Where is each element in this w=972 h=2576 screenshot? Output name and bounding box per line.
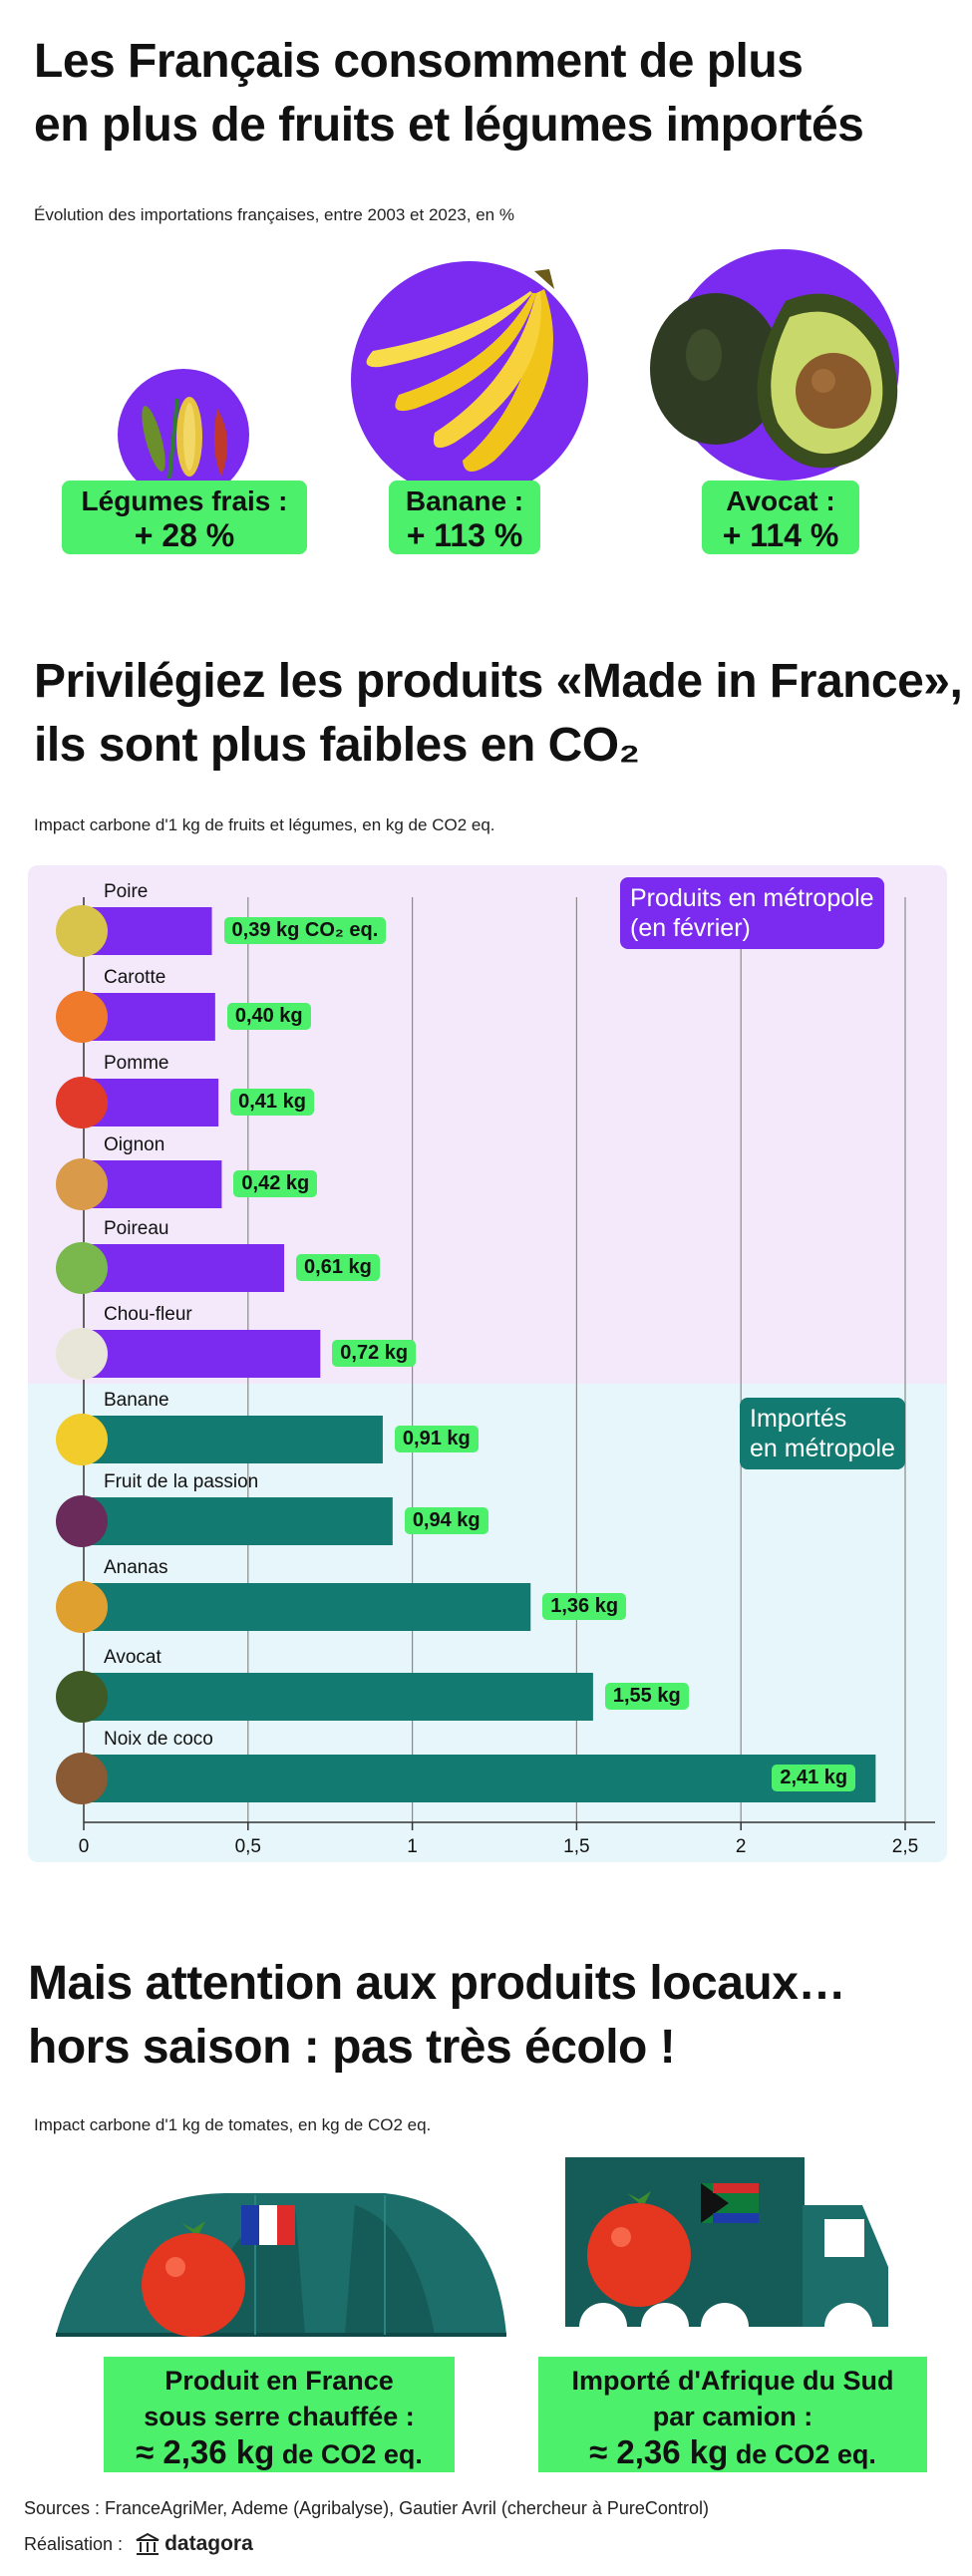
- banana-icon: [366, 269, 554, 472]
- datagora-logo-icon: [136, 2532, 160, 2555]
- stat-legumes: Légumes frais : + 28 %: [62, 481, 307, 554]
- section3-title: Mais attention aux produits locaux… hors…: [28, 1957, 845, 2074]
- category-label: Avocat: [104, 1647, 162, 1668]
- produce-icon: [56, 991, 108, 1043]
- produce-icon: [56, 905, 108, 957]
- category-label: Fruit de la passion: [104, 1471, 259, 1492]
- tomato-import-box: Importé d'Afrique du Sud par camion : ≈ …: [538, 2357, 927, 2472]
- category-label: Poire: [104, 881, 149, 902]
- value-label: 0,42 kg: [233, 1170, 318, 1197]
- value-label: 0,72 kg: [332, 1340, 417, 1367]
- section2-subtitle: Impact carbone d'1 kg de fruits et légum…: [34, 815, 495, 834]
- produce-icon: [56, 1671, 108, 1723]
- bar-banane: [84, 1416, 383, 1463]
- chart-svg: [56, 897, 935, 1830]
- bar-chou-fleur: [84, 1330, 321, 1378]
- category-label: Oignon: [104, 1134, 165, 1155]
- x-tick-label: 0,5: [234, 1836, 262, 1857]
- produce-icon: [56, 1242, 108, 1294]
- x-tick-label: 2,5: [891, 1836, 919, 1857]
- x-tick-label: 0: [78, 1836, 90, 1857]
- legend-import: Importés en métropole: [740, 1398, 905, 1469]
- produce-icon: [56, 1158, 108, 1210]
- value-label: 1,55 kg: [604, 1683, 689, 1710]
- truck-icon: [565, 2157, 888, 2335]
- category-label: Noix de coco: [104, 1729, 213, 1750]
- x-tick-label: 1,5: [563, 1836, 590, 1857]
- produce-icon: [56, 1495, 108, 1547]
- sources: Sources : FranceAgriMer, Ademe (Agribaly…: [24, 2498, 709, 2518]
- produce-icon: [56, 1581, 108, 1633]
- produce-icon: [56, 1753, 108, 1804]
- category-label: Chou-fleur: [104, 1304, 192, 1325]
- section3-subtitle: Impact carbone d'1 kg de tomates, en kg …: [34, 2115, 432, 2134]
- value-label: 0,40 kg: [226, 1003, 311, 1030]
- section1-subtitle: Évolution des importations françaises, e…: [34, 205, 514, 224]
- stat-banane: Banane : + 113 %: [389, 481, 540, 554]
- avocado-icon: [650, 293, 898, 469]
- produce-icon: [56, 1328, 108, 1380]
- vegetables-icon: [142, 397, 228, 480]
- brand: datagora: [164, 2532, 253, 2555]
- value-label: 0,39 kg CO₂ eq.: [223, 917, 387, 944]
- section1-title: Les Français consomment de plus en plus …: [34, 35, 864, 152]
- produce-icon: [56, 1414, 108, 1465]
- category-label: Poireau: [104, 1218, 169, 1239]
- produce-icon: [56, 1077, 108, 1128]
- realisation: Réalisation : datagora: [24, 2532, 253, 2555]
- value-label: 1,36 kg: [542, 1593, 627, 1620]
- bar-avocat: [84, 1673, 593, 1721]
- bar-noix-de-coco: [84, 1755, 876, 1802]
- category-label: Carotte: [104, 967, 166, 988]
- value-label: 0,61 kg: [296, 1254, 380, 1281]
- category-label: Ananas: [104, 1557, 168, 1578]
- bar-poireau: [84, 1244, 285, 1292]
- value-label: 0,41 kg: [230, 1089, 314, 1116]
- x-tick-label: 2: [735, 1836, 747, 1857]
- x-tick-label: 1: [407, 1836, 418, 1857]
- value-label: 0,91 kg: [394, 1426, 479, 1452]
- greenhouse-icon: [56, 2193, 506, 2337]
- bar-fruit-de-la-passion: [84, 1497, 393, 1545]
- value-label: 0,94 kg: [404, 1507, 488, 1534]
- legend-local: Produits en métropole (en février): [620, 877, 884, 949]
- category-label: Banane: [104, 1390, 169, 1411]
- section2-title: Privilégiez les produits «Made in France…: [34, 655, 963, 772]
- tomato-france-box: Produit en France sous serre chauffée : …: [104, 2357, 455, 2472]
- stat-avocat: Avocat : + 114 %: [702, 481, 859, 554]
- category-label: Pomme: [104, 1053, 169, 1074]
- value-label: 2,41 kg: [772, 1765, 856, 1791]
- bar-ananas: [84, 1583, 531, 1631]
